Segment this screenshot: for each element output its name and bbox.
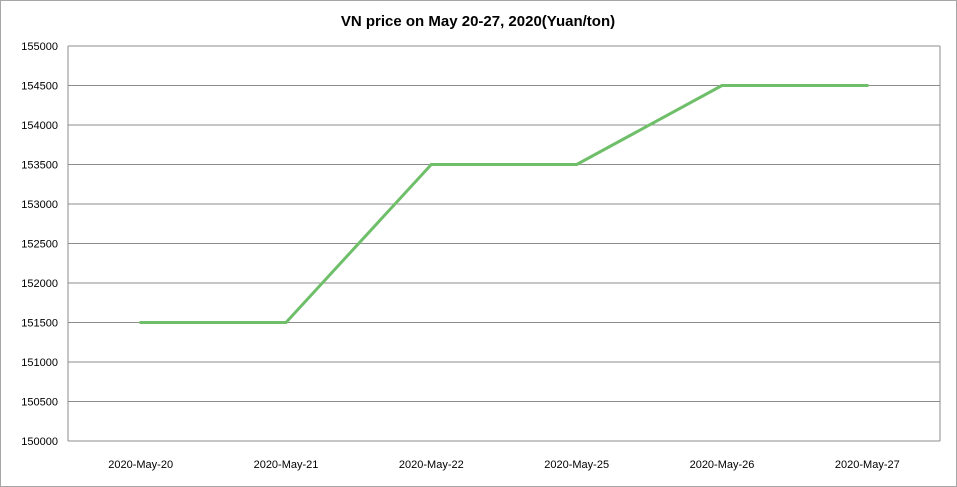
y-tick-label: 151500 [21,318,58,330]
x-tick-label: 2020-May-21 [254,459,319,471]
x-tick-label: 2020-May-26 [690,459,755,471]
data-point [284,321,288,324]
chart-title: VN price on May 20-27, 2020(Yuan/ton) [341,13,615,30]
y-tick-label: 153500 [21,160,58,172]
y-tick-label: 150000 [21,436,58,448]
y-tick-label: 153000 [21,199,58,211]
data-point [720,84,724,87]
x-tick-label: 2020-May-25 [544,459,609,471]
y-axis: 150000 150500 151000 151500 152000 152500 1530… [21,41,941,448]
x-tick-label: 2020-May-20 [108,459,173,471]
x-axis: 2020-May-20 2020-May-21 2020-May-22 2020-Ma… [108,459,899,471]
y-tick-label: 150500 [21,397,58,409]
y-tick-label: 154500 [21,81,58,93]
x-tick-label: 2020-May-27 [835,459,900,471]
series-layer [139,84,869,324]
y-tick-label: 154000 [21,120,58,132]
y-tick-label: 151000 [21,357,58,369]
data-point [139,321,143,324]
data-point [429,163,433,166]
gridlines [68,45,940,442]
y-tick-label: 152500 [21,239,58,251]
data-point [575,163,579,166]
x-tick-label: 2020-May-22 [399,459,464,471]
data-point [865,84,869,87]
y-tick-label: 152000 [21,278,58,290]
series-line [140,84,868,324]
y-tick-label: 155000 [21,41,58,53]
